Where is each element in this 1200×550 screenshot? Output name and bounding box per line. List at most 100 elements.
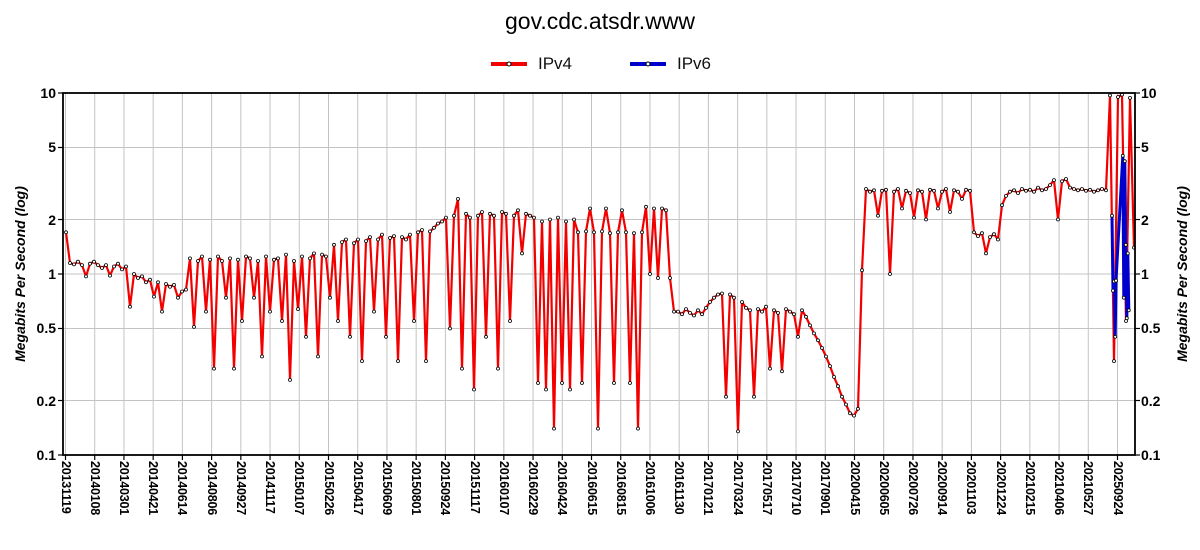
data-point-marker — [308, 256, 312, 261]
data-point-marker — [548, 217, 552, 222]
data-point-marker — [184, 287, 188, 292]
data-point-marker — [104, 263, 108, 268]
x-tick-label: 20160424 — [555, 461, 570, 516]
data-point-marker — [856, 406, 860, 411]
data-point-marker — [860, 268, 864, 273]
data-point-marker — [596, 426, 600, 431]
data-point-marker — [220, 259, 224, 263]
data-point-marker — [624, 230, 628, 235]
data-point-marker — [124, 264, 128, 269]
x-tick-label: 20131119 — [58, 461, 73, 514]
x-tick-label: 20160815 — [613, 461, 628, 516]
data-point-marker — [628, 381, 632, 385]
data-point-marker — [996, 237, 1000, 242]
x-tick-label: 20161130 — [672, 461, 687, 515]
y-tick-label-right: 0.5 — [1141, 320, 1161, 336]
data-point-marker — [800, 308, 804, 313]
data-point-marker — [812, 331, 816, 336]
data-point-marker — [1056, 217, 1060, 222]
chart-title: gov.cdc.atsdr.www — [504, 8, 696, 34]
data-point-marker — [500, 210, 504, 214]
data-point-marker — [360, 359, 364, 364]
data-point-marker — [368, 235, 372, 240]
data-point-marker — [1128, 96, 1132, 100]
x-tick-label: 20170121 — [701, 461, 716, 516]
data-point-marker — [688, 310, 692, 315]
data-point-marker — [636, 426, 640, 431]
data-point-marker — [280, 319, 284, 323]
data-point-marker — [340, 240, 344, 245]
data-point-marker — [84, 274, 88, 279]
data-point-marker — [1080, 187, 1084, 191]
data-point-marker — [480, 210, 484, 214]
data-point-marker — [900, 206, 904, 211]
data-point-marker — [284, 252, 288, 257]
data-point-marker — [76, 259, 80, 264]
y-tick-label-left: 5 — [48, 139, 56, 155]
data-point-marker — [1020, 187, 1024, 191]
data-point-marker — [164, 282, 168, 286]
data-point-marker — [148, 277, 152, 282]
data-point-marker — [1124, 316, 1129, 321]
data-point-marker — [532, 215, 536, 220]
data-point-marker — [88, 261, 92, 266]
data-point-marker — [444, 215, 448, 220]
data-point-marker — [516, 208, 520, 213]
data-point-marker — [216, 254, 220, 259]
x-tick-label: 20140806 — [204, 461, 219, 516]
data-point-marker — [676, 309, 680, 314]
data-point-marker — [116, 261, 120, 266]
data-point-marker — [884, 187, 888, 192]
data-point-marker — [772, 308, 776, 313]
data-point-marker — [732, 295, 736, 300]
data-point-marker — [664, 208, 668, 213]
data-point-marker — [400, 235, 404, 240]
data-point-marker — [804, 314, 808, 319]
data-point-marker — [376, 237, 380, 242]
data-point-marker — [640, 230, 644, 235]
data-point-marker — [656, 276, 660, 280]
data-point-marker — [1125, 251, 1130, 256]
data-point-marker — [1120, 153, 1125, 158]
y-tick-label-right: 0.1 — [1141, 447, 1161, 463]
data-point-marker — [1024, 188, 1028, 193]
data-point-marker — [912, 215, 916, 220]
data-point-marker — [844, 402, 848, 407]
data-point-marker — [260, 354, 264, 359]
x-tick-label: 20141117 — [263, 461, 278, 514]
data-point-marker — [976, 234, 980, 239]
data-point-marker — [720, 291, 724, 296]
data-point-marker — [1072, 187, 1076, 191]
data-point-marker — [408, 232, 412, 237]
data-point-marker — [140, 274, 144, 279]
data-point-marker — [700, 312, 704, 317]
data-point-marker — [432, 225, 436, 230]
data-point-marker — [584, 229, 588, 234]
data-point-marker — [556, 215, 560, 220]
data-point-marker — [460, 366, 464, 371]
data-point-marker — [128, 304, 132, 309]
data-point-marker — [1076, 188, 1080, 193]
data-point-marker — [864, 187, 868, 191]
data-point-marker — [1113, 334, 1118, 339]
x-tick-label: 20140614 — [175, 461, 190, 516]
data-point-marker — [64, 230, 68, 235]
data-point-marker — [852, 413, 856, 418]
data-point-marker — [484, 334, 488, 339]
data-point-marker — [972, 230, 976, 235]
data-point-marker — [836, 384, 840, 389]
data-point-marker — [564, 219, 568, 224]
data-point-marker — [224, 295, 228, 300]
data-point-marker — [412, 319, 416, 323]
data-point-marker — [920, 189, 924, 194]
data-point-marker — [212, 366, 216, 371]
data-point-marker — [964, 187, 968, 192]
data-point-marker — [68, 261, 72, 265]
data-point-marker — [1044, 187, 1048, 191]
data-point-marker — [756, 307, 760, 312]
x-tick-label: 20160107 — [496, 461, 511, 516]
data-point-marker — [440, 219, 444, 224]
data-point-marker — [776, 310, 780, 315]
plot-area — [58, 92, 1140, 460]
